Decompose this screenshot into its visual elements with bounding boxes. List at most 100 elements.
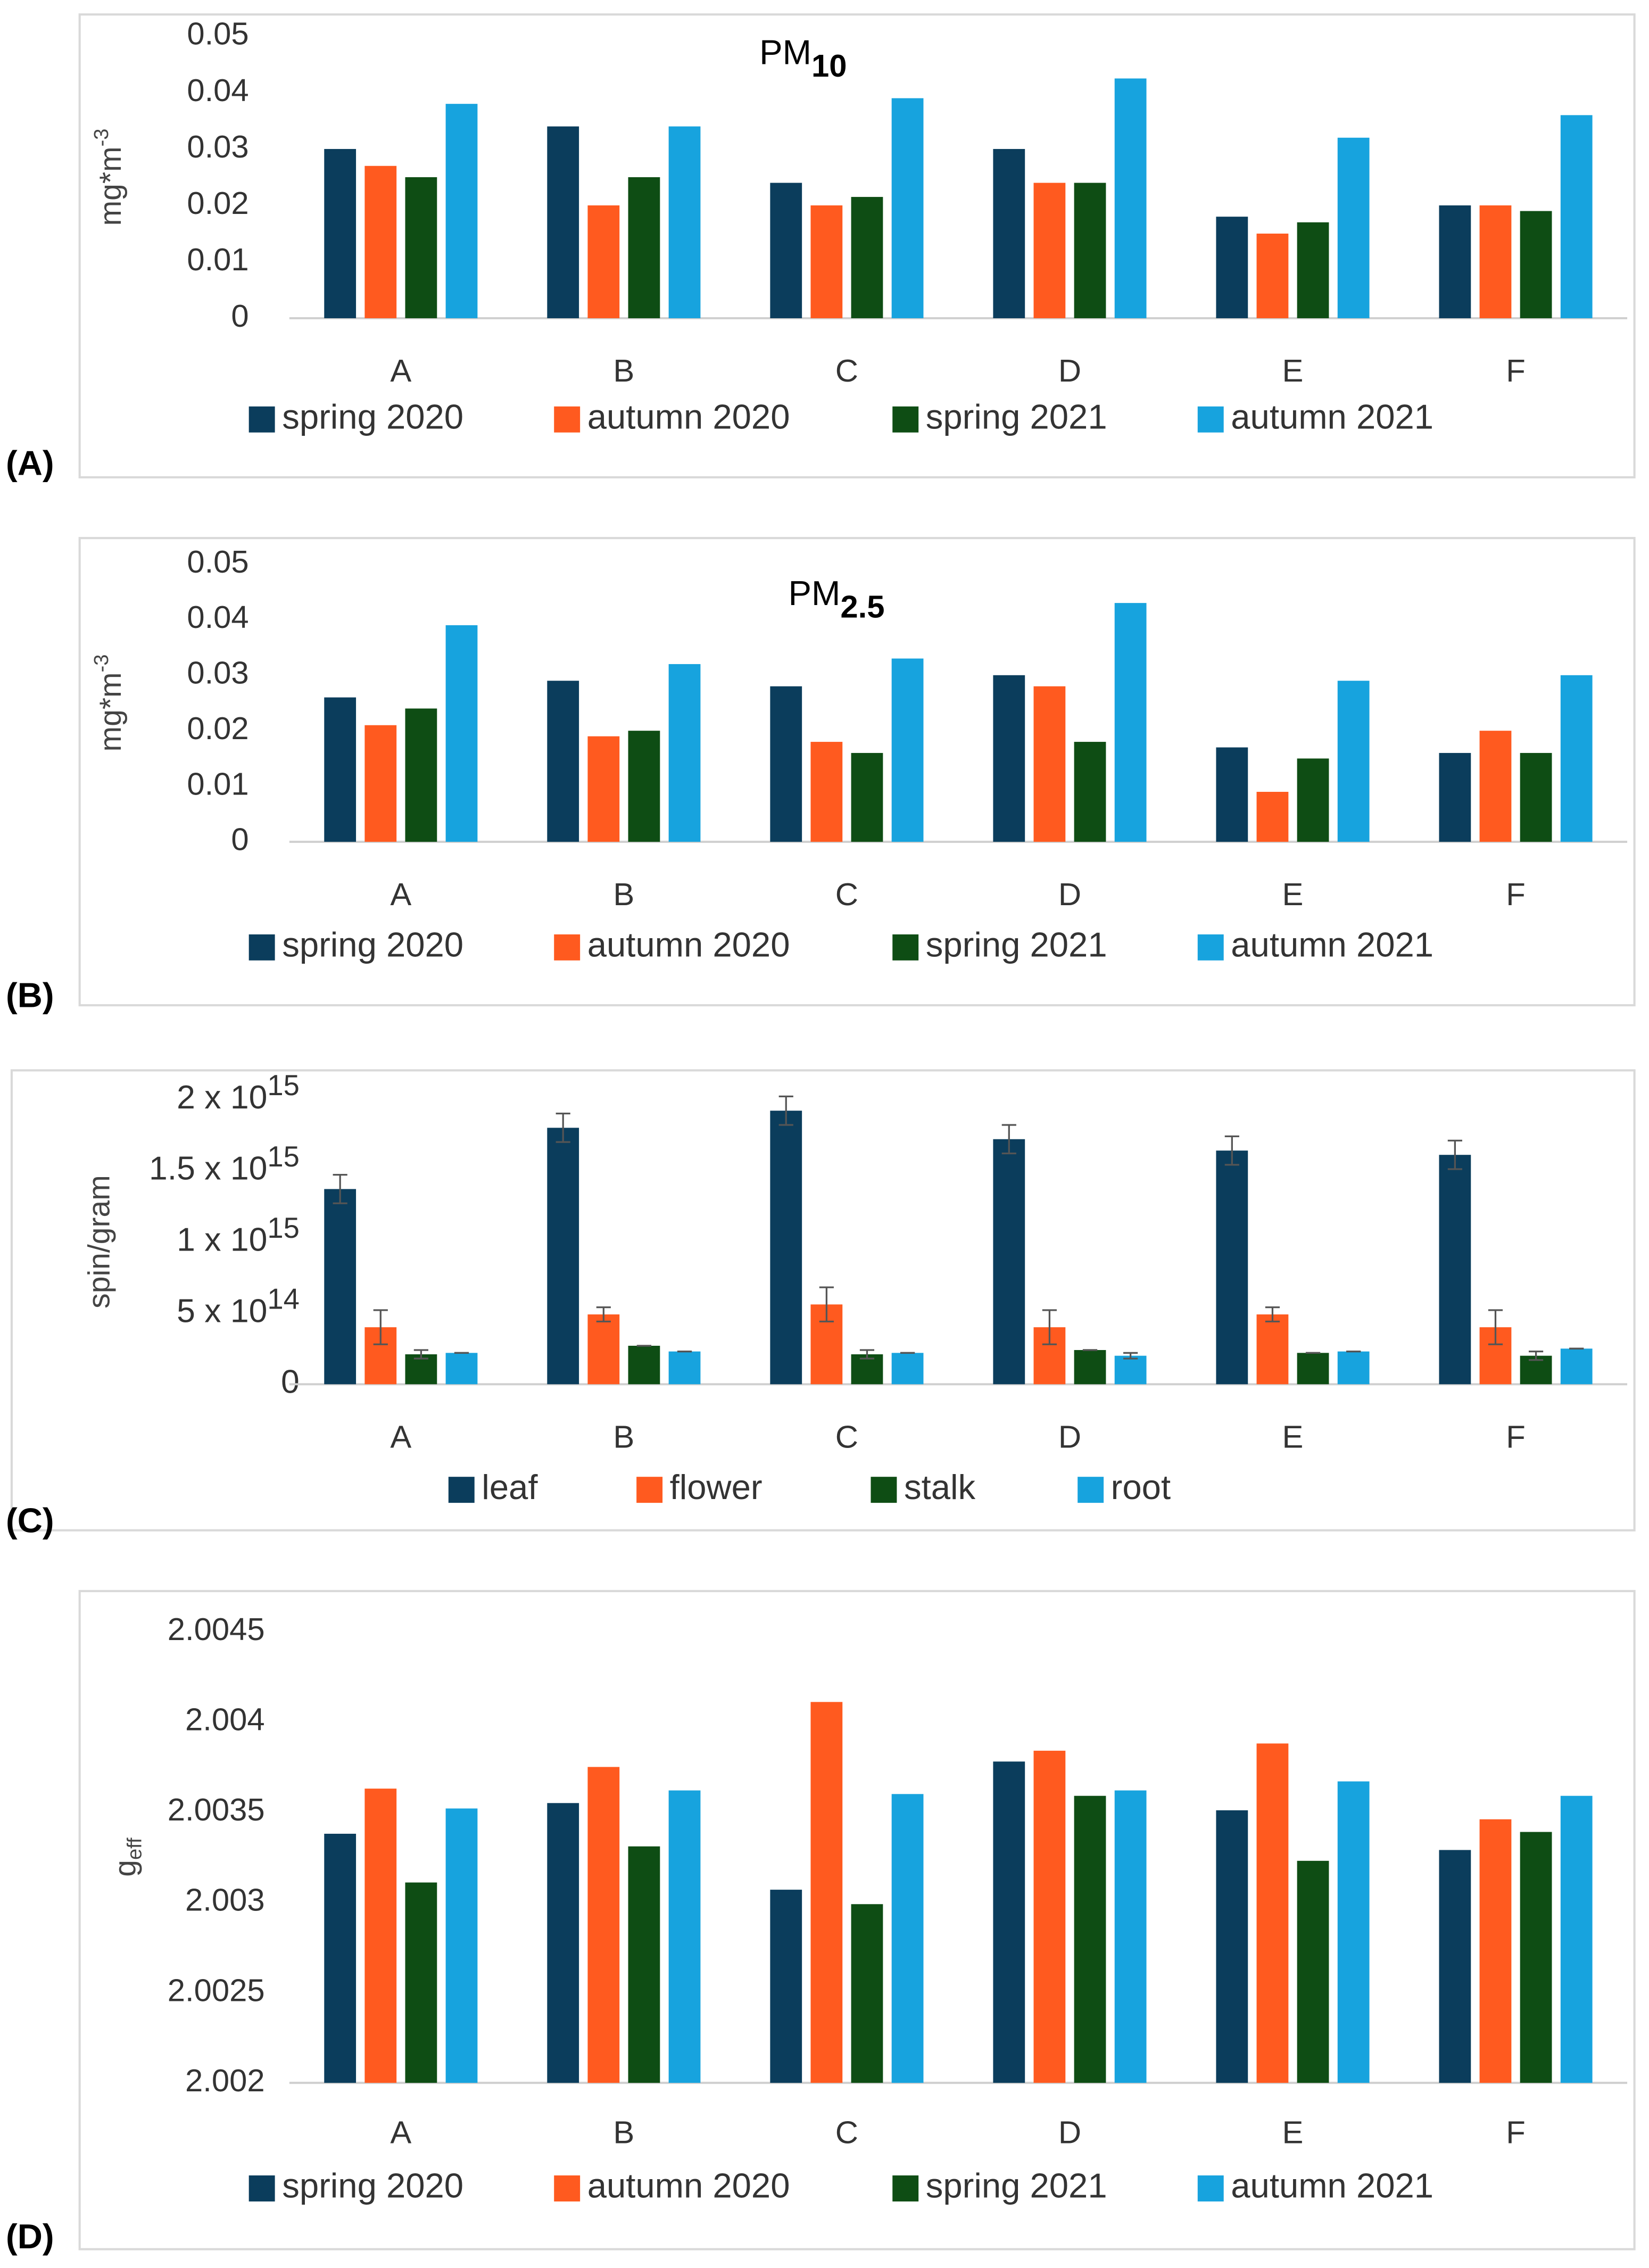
bar: [810, 1702, 843, 2083]
legend-swatch: [554, 406, 581, 433]
bar: [1114, 78, 1147, 318]
bar: [668, 664, 701, 842]
x-tick-label: A: [390, 876, 411, 912]
y-tick-label: 0.05: [187, 16, 248, 52]
bar: [628, 1345, 660, 1385]
bar: [891, 98, 924, 318]
bar: [993, 675, 1025, 842]
legend-label: autumn 2020: [587, 925, 790, 964]
bar: [1114, 1355, 1147, 1385]
chart-title: PM2.5: [789, 574, 885, 624]
panel-frame: [10, 1069, 1636, 1532]
x-tick-label: B: [613, 1419, 634, 1454]
bar: [547, 126, 579, 318]
y-tick-label: 0.02: [187, 185, 248, 221]
legend-swatch: [1078, 1477, 1104, 1503]
x-tick-label: A: [390, 353, 411, 388]
bar: [364, 1789, 397, 2083]
bar: [364, 725, 397, 842]
legend-swatch: [892, 934, 919, 961]
legend-swatch: [248, 2175, 275, 2201]
x-tick-label: C: [835, 353, 858, 388]
bar: [668, 1790, 701, 2083]
bar: [1337, 1351, 1370, 1385]
tick-exponent: 15: [267, 1140, 299, 1173]
bar: [770, 1111, 802, 1385]
bar: [810, 742, 843, 842]
bar: [1297, 1353, 1329, 1385]
bar: [851, 752, 883, 842]
bar: [1216, 747, 1248, 842]
x-tick-label: D: [1058, 353, 1081, 388]
bar: [1337, 681, 1370, 842]
y-label-text: g: [108, 1860, 142, 1877]
legend-swatch: [1197, 406, 1224, 433]
bar: [547, 681, 579, 842]
tick-exponent: 14: [267, 1283, 299, 1315]
legend-swatch: [1197, 934, 1224, 961]
y-tick-label: 0: [231, 822, 248, 857]
error-bar: [373, 1309, 388, 1345]
legend-label: spring 2021: [926, 2166, 1107, 2205]
bar: [1520, 1832, 1552, 2083]
bar: [851, 1904, 883, 2083]
legend-label: spring 2021: [926, 925, 1107, 964]
y-tick-label: 0.01: [187, 766, 248, 801]
bar: [1074, 742, 1106, 842]
bar: [445, 104, 478, 318]
y-label-subscript: eff: [124, 1837, 146, 1860]
x-tick-label: C: [835, 2115, 858, 2150]
error-bar: [1447, 1139, 1462, 1170]
legend-swatch: [871, 1477, 897, 1503]
bar: [1297, 1860, 1329, 2083]
y-tick-label: 0: [281, 1363, 300, 1401]
y-label-superscript: -3: [90, 655, 113, 673]
bar: [1520, 211, 1552, 318]
legend-label: autumn 2021: [1231, 925, 1433, 964]
bar: [1114, 603, 1147, 842]
tick-mantissa: 5 x 10: [177, 1292, 267, 1329]
bar: [1439, 1155, 1471, 1385]
y-tick-label: 0.04: [187, 599, 248, 635]
bar: [1074, 183, 1106, 318]
y-tick-label: 0.05: [187, 544, 248, 580]
panel-frame: [78, 537, 1636, 1007]
y-tick-label: 0.04: [187, 72, 248, 108]
bar: [324, 1189, 357, 1385]
legend-label: autumn 2020: [587, 2166, 790, 2205]
error-bar: [1528, 1351, 1544, 1361]
error-bar: [1265, 1306, 1280, 1323]
error-bar: [1488, 1309, 1503, 1345]
error-bar: [819, 1286, 834, 1323]
legend-label: spring 2020: [282, 2166, 463, 2205]
title-text: PM: [789, 574, 841, 612]
y-label-text: spin/gram: [82, 1175, 117, 1309]
title-subscript: 2.5: [840, 589, 884, 624]
error-bar: [413, 1349, 428, 1360]
y-tick-label: 1.5 x 1015: [149, 1140, 300, 1187]
bar: [891, 1353, 924, 1385]
bar: [1479, 205, 1512, 318]
y-label-text: mg*m: [94, 672, 128, 751]
legend-swatch: [248, 934, 275, 961]
bar: [1337, 137, 1370, 318]
bar: [324, 697, 357, 842]
bar: [364, 165, 397, 318]
error-bar: [859, 1349, 875, 1360]
bar: [1216, 217, 1248, 318]
bar: [1033, 686, 1066, 842]
bar: [587, 205, 620, 318]
x-tick-label: A: [390, 2115, 411, 2150]
y-tick-label: 2.002: [185, 2063, 265, 2098]
bar: [1560, 675, 1593, 842]
bar: [1256, 233, 1289, 318]
bar: [1439, 205, 1471, 318]
tick-mantissa: 2 x 10: [177, 1078, 267, 1115]
bar: [1297, 758, 1329, 842]
x-tick-label: C: [835, 876, 858, 912]
y-tick-label: 2.0025: [168, 1972, 265, 2008]
legend-swatch: [554, 2175, 581, 2201]
y-tick-label: 2.0045: [168, 1611, 265, 1647]
panel-label: (C): [6, 1501, 54, 1539]
